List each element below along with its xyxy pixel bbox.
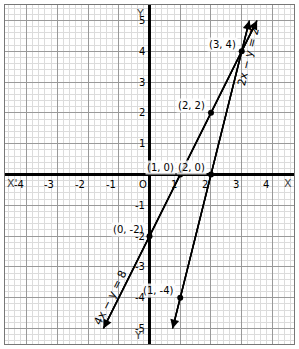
svg-text:-3: -3 [135,261,145,272]
svg-text:2: 2 [202,179,208,190]
svg-text:3: 3 [233,179,239,190]
svg-text:-1: -1 [135,200,145,211]
svg-text:1: 1 [139,138,145,149]
svg-text:(2, 0): (2, 0) [178,162,205,173]
svg-text:-2: -2 [75,179,85,190]
svg-text:-3: -3 [44,179,54,190]
svg-text:-5: -5 [135,323,145,334]
svg-text:(0, -2): (0, -2) [113,224,144,235]
svg-text:X': X' [7,177,18,190]
svg-text:(2, 2): (2, 2) [178,100,205,111]
svg-text:O: O [139,179,147,190]
svg-text:Y: Y [136,7,144,20]
svg-text:4x − y = 8: 4x − y = 8 [91,268,129,327]
svg-text:4: 4 [139,46,145,57]
svg-text:-4: -4 [14,179,24,190]
svg-text:-2: -2 [135,231,145,242]
svg-text:(1, 0): (1, 0) [147,162,174,173]
svg-text:5: 5 [139,15,145,26]
svg-text:X: X [284,177,292,190]
svg-text:4: 4 [263,179,269,190]
svg-text:(3, 4): (3, 4) [209,39,236,50]
svg-text:2x − y = 2: 2x − y = 2 [235,27,262,88]
svg-text:-1: -1 [106,179,116,190]
svg-text:3: 3 [139,77,145,88]
svg-text:(1, -4): (1, -4) [143,285,174,296]
svg-text:-4: -4 [135,292,145,303]
svg-text:Y': Y' [134,329,145,342]
svg-text:2: 2 [139,107,145,118]
svg-text:1: 1 [171,179,177,190]
